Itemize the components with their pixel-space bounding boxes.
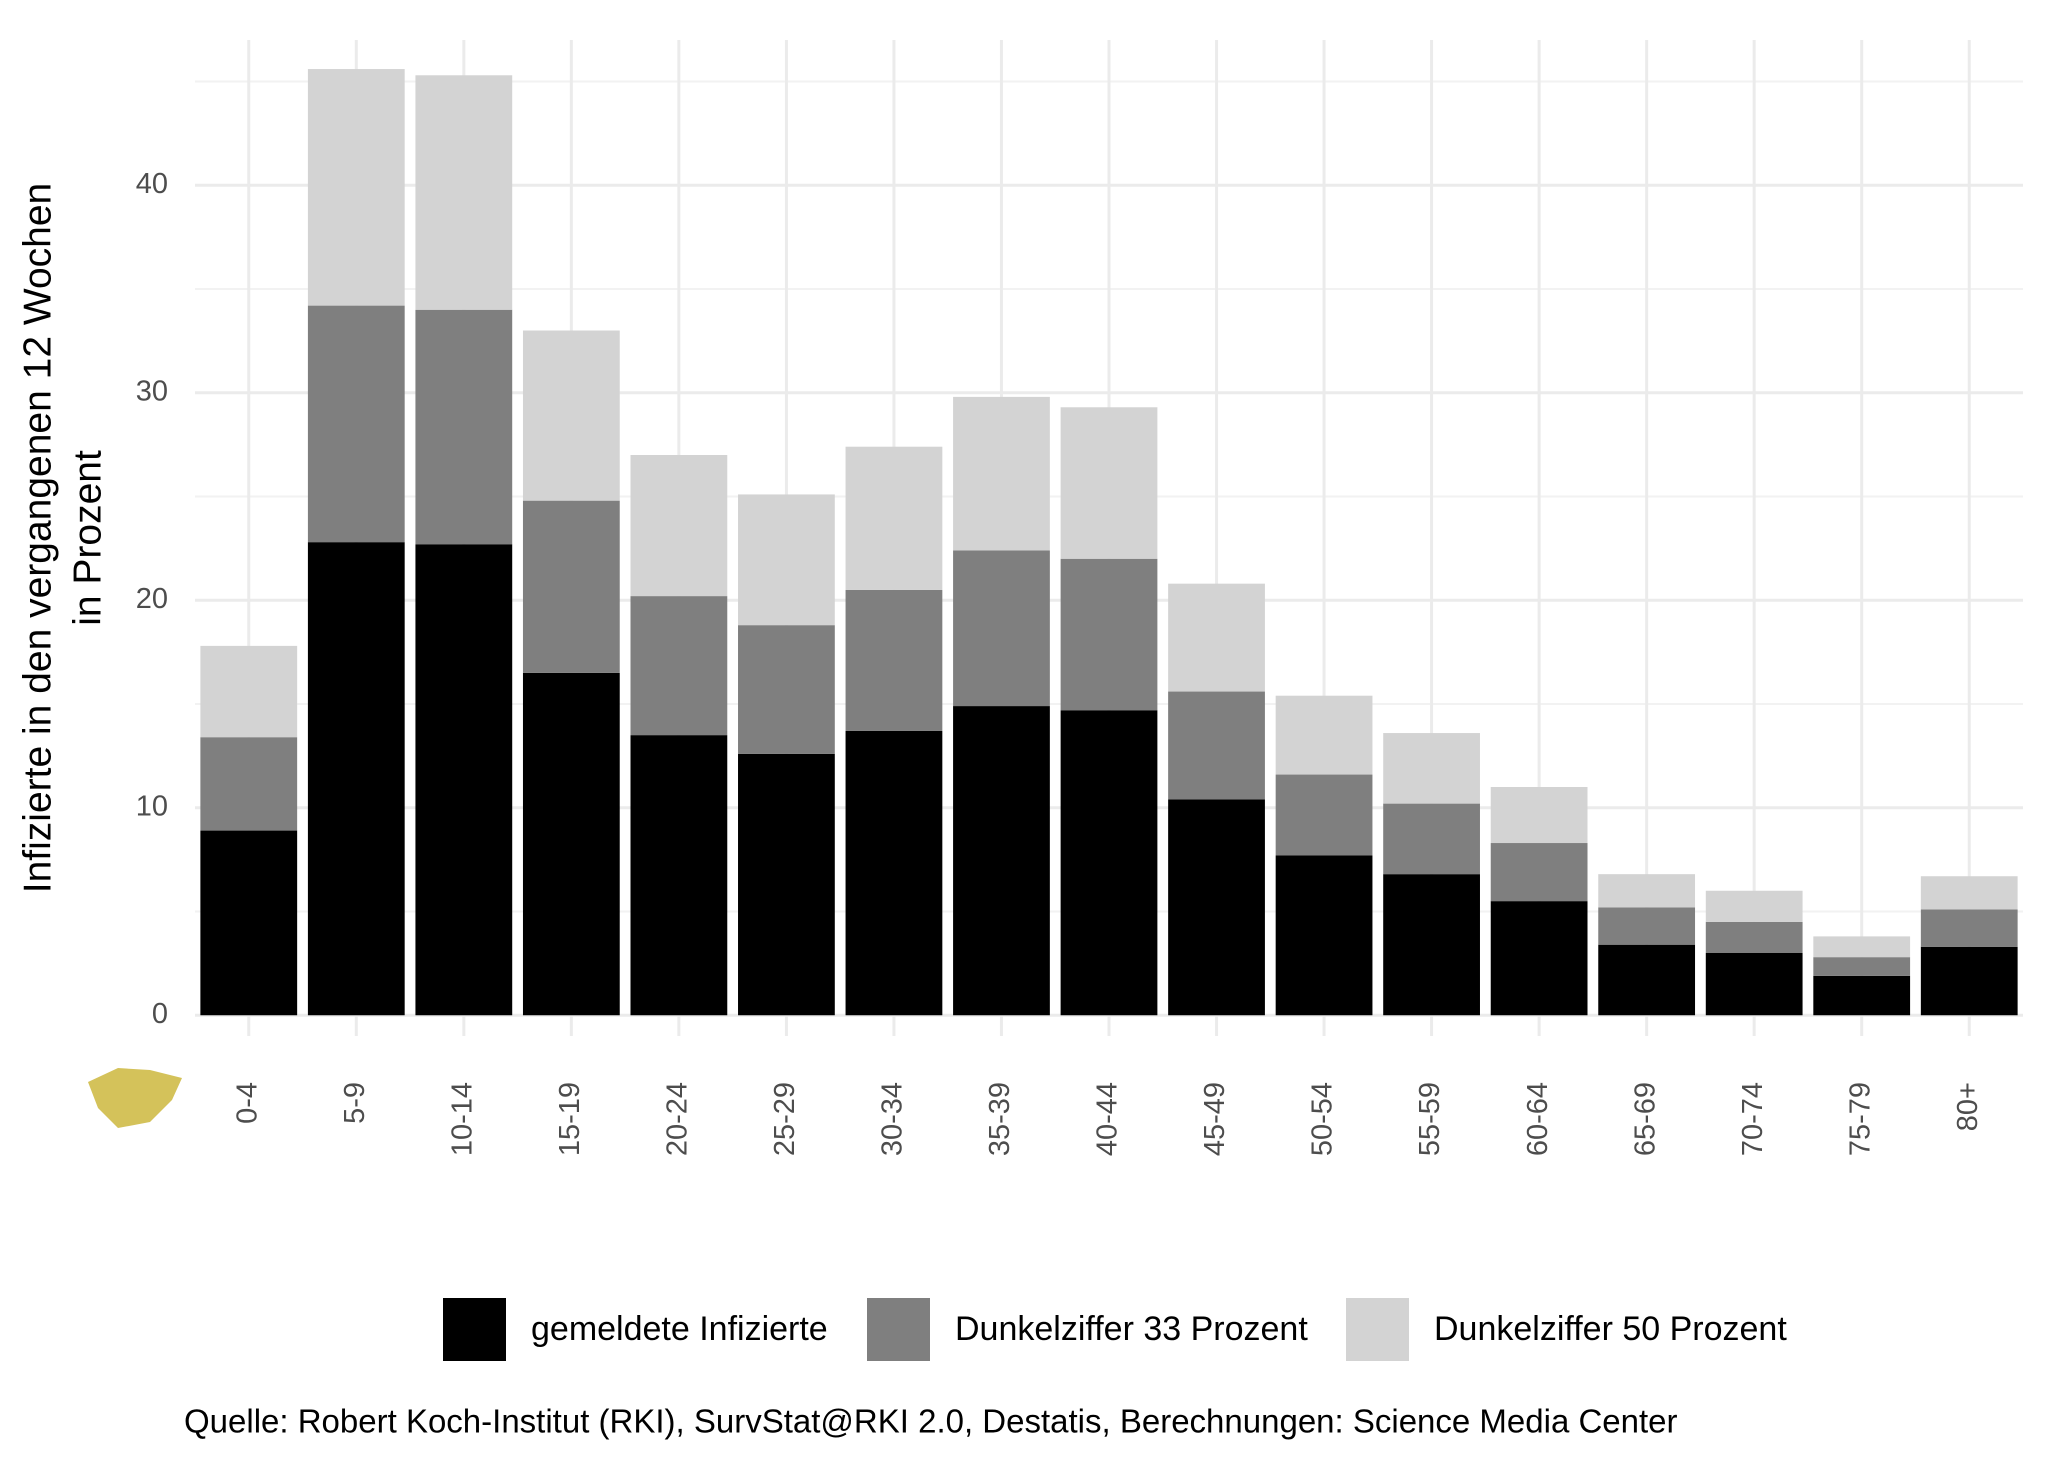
bar-segment: [845, 730, 943, 1016]
bar-segment: [953, 396, 1050, 551]
bar-segment: [1490, 901, 1588, 1016]
bar-segment: [738, 753, 835, 1016]
legend-label: gemeldete Infizierte: [531, 1310, 828, 1348]
x-tick-label: 80+: [1952, 1082, 1984, 1131]
bar-segment: [1275, 695, 1373, 775]
x-tick-label: 20-24: [662, 1082, 694, 1156]
x-tick-label: 40-44: [1092, 1082, 1124, 1156]
bar-segment: [845, 446, 943, 590]
bar-segment: [1813, 957, 1911, 976]
bar-segment: [307, 69, 405, 306]
bar-segment: [1383, 733, 1480, 804]
y-axis-title: Infizierte in den vergangenen 12 Wochen: [16, 183, 59, 893]
y-axis-title: in Prozent: [66, 450, 109, 626]
y-tick-label: 20: [136, 583, 168, 615]
x-tick-label: 30-34: [877, 1082, 909, 1156]
bar-segment: [1275, 774, 1373, 856]
y-tick-label: 0: [152, 998, 168, 1030]
bar-segment: [415, 544, 513, 1016]
bar-segment: [522, 330, 620, 501]
legend-label: Dunkelziffer 33 Prozent: [955, 1310, 1308, 1348]
x-tick-label: 5-9: [339, 1082, 371, 1124]
bar-segment: [1060, 710, 1158, 1016]
bar-segment: [200, 737, 298, 831]
bar-segment: [1275, 855, 1373, 1016]
bar-segment: [1813, 975, 1911, 1016]
bar-segment: [1813, 936, 1911, 958]
bar-segment: [1383, 803, 1480, 875]
bar-segment: [1920, 909, 2018, 947]
x-tick-label: 25-29: [769, 1082, 801, 1156]
bar-segment: [1383, 874, 1480, 1016]
bar-segment: [953, 706, 1050, 1016]
bar-segment: [522, 500, 620, 673]
legend-swatch: [443, 1298, 506, 1361]
x-tick-label: 65-69: [1629, 1082, 1661, 1156]
bar-segment: [415, 309, 513, 545]
bar-segment: [1168, 799, 1265, 1016]
bar-segment: [1168, 583, 1265, 692]
x-tick-label: 15-19: [554, 1082, 586, 1156]
bar-segment: [630, 596, 728, 736]
bar-segment: [307, 305, 405, 543]
bar-segment: [1705, 890, 1803, 922]
bar-segment: [1060, 558, 1158, 711]
x-tick-label: 45-49: [1199, 1082, 1231, 1156]
legend-swatch: [1346, 1298, 1409, 1361]
bar-segment: [415, 75, 513, 310]
bar-segment: [630, 735, 728, 1016]
bar-segment: [1705, 953, 1803, 1016]
x-tick-label: 10-14: [446, 1082, 478, 1156]
x-tick-label: 50-54: [1307, 1082, 1339, 1156]
x-tick-label: 60-64: [1522, 1082, 1554, 1156]
x-tick-label: 75-79: [1844, 1082, 1876, 1156]
y-tick-label: 40: [136, 168, 168, 200]
y-tick-label: 30: [136, 375, 168, 407]
bar-segment: [845, 589, 943, 731]
y-tick-label: 10: [136, 790, 168, 822]
bar-segment: [1920, 946, 2018, 1016]
bar-segment: [200, 645, 298, 738]
bar-segment: [738, 625, 835, 754]
legend-swatch: [867, 1298, 930, 1361]
bar-segment: [1490, 787, 1588, 844]
x-tick-label: 35-39: [984, 1082, 1016, 1156]
bar-segment: [1598, 874, 1696, 908]
x-tick-label: 0-4: [231, 1082, 263, 1124]
bar-segment: [738, 494, 835, 626]
bar-segment: [1920, 876, 2018, 910]
bar-segment: [1705, 921, 1803, 953]
bar-segment: [1168, 691, 1265, 800]
bar-segment: [200, 830, 298, 1016]
bar-segment: [1490, 843, 1588, 902]
bar-segment: [307, 542, 405, 1016]
logo: [88, 1068, 182, 1128]
bar-segment: [522, 672, 620, 1016]
x-tick-label: 70-74: [1737, 1082, 1769, 1156]
legend-label: Dunkelziffer 50 Prozent: [1434, 1310, 1787, 1348]
bar-segment: [1598, 944, 1696, 1016]
bar-segment: [630, 455, 728, 597]
bar-segment: [953, 550, 1050, 707]
caption: Quelle: Robert Koch-Institut (RKI), Surv…: [184, 1403, 1678, 1440]
bar-segment: [1598, 907, 1696, 945]
x-tick-label: 55-59: [1414, 1082, 1446, 1156]
bar-segment: [1060, 407, 1158, 559]
